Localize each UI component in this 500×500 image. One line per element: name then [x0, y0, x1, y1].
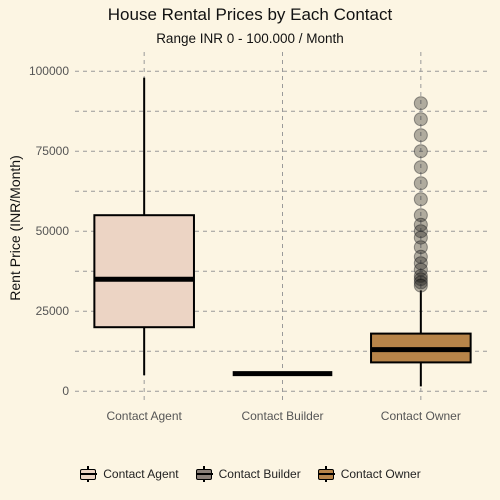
outlier-point	[413, 160, 428, 175]
outlier-point	[413, 240, 428, 255]
y-tick-label: 75000	[36, 144, 70, 158]
y-tick-label: 50000	[36, 224, 70, 238]
legend-item: Contact Agent	[79, 466, 179, 482]
chart-subtitle: Range INR 0 - 100.000 / Month	[156, 31, 344, 46]
outlier-point	[413, 112, 428, 127]
outlier-point	[413, 249, 428, 264]
legend-label: Contact Owner	[340, 467, 421, 481]
x-tick-label: Contact Agent	[106, 409, 182, 423]
chart-legend: Contact Agent Contact Builder Contact Owne…	[0, 466, 500, 482]
outlier-point	[413, 192, 428, 207]
outlier-point	[413, 208, 428, 223]
y-tick-label: 100000	[29, 64, 69, 78]
legend-label: Contact Agent	[103, 467, 179, 481]
box	[93, 214, 195, 329]
chart-title: House Rental Prices by Each Contact	[107, 5, 393, 24]
outlier-point	[413, 144, 428, 159]
legend-key	[79, 466, 98, 482]
outlier-point	[413, 176, 428, 191]
legend-key	[195, 466, 213, 482]
outlier-point	[413, 272, 428, 287]
y-tick-label: 0	[62, 384, 69, 398]
legend-item: Contact Owner	[317, 466, 421, 482]
y-axis-label: Rent Price (INR/Month)	[7, 155, 23, 300]
x-tick-label: Contact Owner	[381, 409, 461, 423]
y-tick-label: 25000	[36, 304, 70, 318]
legend-label: Contact Builder	[218, 467, 301, 481]
legend-item: Contact Builder	[195, 466, 301, 482]
legend-key	[317, 466, 335, 482]
x-tick-label: Contact Builder	[241, 409, 323, 423]
outlier-point	[413, 96, 428, 111]
outlier-point	[413, 128, 428, 143]
outlier-point	[413, 217, 428, 232]
